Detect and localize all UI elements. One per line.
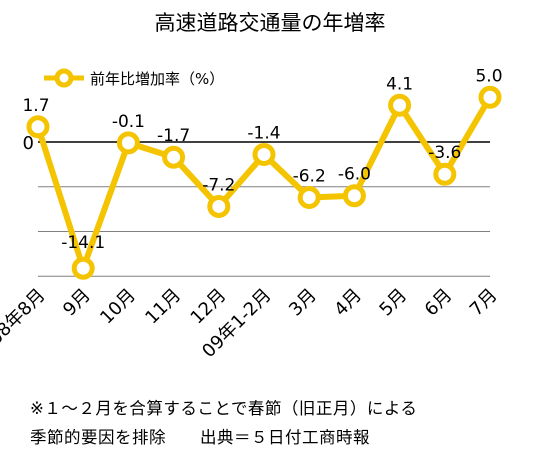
data-labels: 1.7 -14.1 -0.1 -1.7 -7.2 -1.4 -6.2 -6.0 4.1 -3.6 5… [22,66,502,253]
data-point [116,131,140,155]
x-tick-label: 6月 [421,285,457,321]
data-label: -1.7 [157,126,190,146]
data-point [252,143,276,167]
footnote-line-1: ※１～２月を合算することで春節（旧正月）による [30,399,418,418]
data-label: -1.4 [247,124,280,144]
data-label: -3.6 [428,143,461,163]
footnote-line-2: 季節的要因を排除 出典＝５日付工商時報 [30,428,370,447]
x-tick-label: 11月 [141,285,185,329]
data-label: 4.1 [386,74,413,94]
data-label: -6.0 [338,165,371,185]
data-point [433,162,457,186]
data-label: 1.7 [22,96,49,116]
data-point [388,93,412,117]
x-tick-label: 3月 [285,285,321,321]
legend: 前年比増加率（%） [44,68,224,88]
data-label: -14.1 [61,233,105,253]
x-tick-label: 7月 [466,285,502,321]
x-tick-label: 5月 [375,285,411,321]
data-point [342,184,366,208]
data-point [162,145,186,169]
series-markers [26,85,502,280]
data-point [71,256,95,280]
data-point [297,185,321,209]
y-tick-label: 0 [23,133,34,154]
legend-marker-swatch [54,68,74,88]
data-point [26,115,50,139]
axes: 0 [23,133,490,154]
data-label: 5.0 [475,66,502,86]
data-label: -6.2 [293,166,326,186]
x-tick-label: 4月 [330,285,366,321]
legend-label: 前年比増加率（%） [90,70,224,88]
chart-title: 高速道路交通量の年増率 [155,11,386,35]
data-label: -7.2 [202,175,235,195]
data-point [207,194,231,218]
data-point [478,85,502,109]
x-tick-label: 08年8月 [0,285,50,350]
x-tick-label: 9月 [59,285,95,321]
x-tick-label: 10月 [96,285,140,329]
data-label: -0.1 [112,112,145,132]
